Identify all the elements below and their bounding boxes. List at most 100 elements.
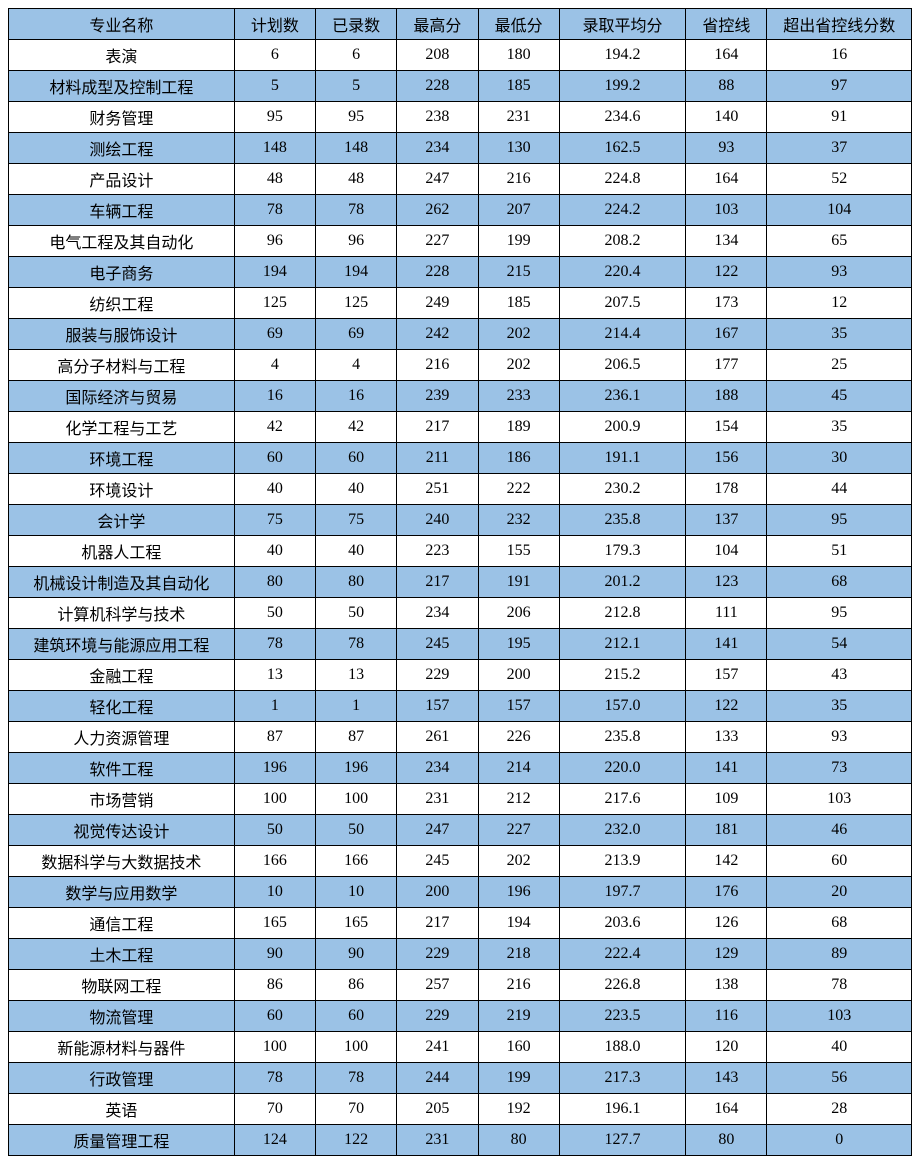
table-row: 机器人工程4040223155179.310451 bbox=[9, 536, 912, 567]
table-cell: 25 bbox=[767, 350, 912, 381]
table-cell: 148 bbox=[316, 133, 397, 164]
table-header: 专业名称 计划数 已录数 最高分 最低分 录取平均分 省控线 超出省控线分数 bbox=[9, 9, 912, 40]
table-cell: 238 bbox=[397, 102, 478, 133]
table-cell: 93 bbox=[767, 722, 912, 753]
table-cell: 127.7 bbox=[559, 1125, 685, 1156]
table-cell: 104 bbox=[767, 195, 912, 226]
header-row: 专业名称 计划数 已录数 最高分 最低分 录取平均分 省控线 超出省控线分数 bbox=[9, 9, 912, 40]
table-cell: 70 bbox=[234, 1094, 315, 1125]
table-cell: 人力资源管理 bbox=[9, 722, 235, 753]
table-cell: 50 bbox=[234, 815, 315, 846]
table-cell: 231 bbox=[397, 784, 478, 815]
table-row: 材料成型及控制工程55228185199.28897 bbox=[9, 71, 912, 102]
table-row: 轻化工程11157157157.012235 bbox=[9, 691, 912, 722]
table-cell: 新能源材料与器件 bbox=[9, 1032, 235, 1063]
table-cell: 211 bbox=[397, 443, 478, 474]
col-header-highest: 最高分 bbox=[397, 9, 478, 40]
table-cell: 213.9 bbox=[559, 846, 685, 877]
table-cell: 196 bbox=[234, 753, 315, 784]
table-row: 国际经济与贸易1616239233236.118845 bbox=[9, 381, 912, 412]
table-cell: 42 bbox=[316, 412, 397, 443]
table-cell: 217 bbox=[397, 412, 478, 443]
table-row: 土木工程9090229218222.412989 bbox=[9, 939, 912, 970]
table-cell: 35 bbox=[767, 319, 912, 350]
table-cell: 产品设计 bbox=[9, 164, 235, 195]
table-cell: 数据科学与大数据技术 bbox=[9, 846, 235, 877]
table-cell: 65 bbox=[767, 226, 912, 257]
table-cell: 216 bbox=[478, 970, 559, 1001]
table-cell: 205 bbox=[397, 1094, 478, 1125]
table-cell: 数学与应用数学 bbox=[9, 877, 235, 908]
table-cell: 35 bbox=[767, 412, 912, 443]
table-cell: 208 bbox=[397, 40, 478, 71]
table-cell: 123 bbox=[686, 567, 767, 598]
table-cell: 216 bbox=[397, 350, 478, 381]
table-cell: 通信工程 bbox=[9, 908, 235, 939]
admission-scores-table: 专业名称 计划数 已录数 最高分 最低分 录取平均分 省控线 超出省控线分数 表… bbox=[8, 8, 912, 1156]
table-row: 环境设计4040251222230.217844 bbox=[9, 474, 912, 505]
table-cell: 测绘工程 bbox=[9, 133, 235, 164]
table-cell: 200 bbox=[397, 877, 478, 908]
table-cell: 165 bbox=[316, 908, 397, 939]
table-row: 质量管理工程12412223180127.7800 bbox=[9, 1125, 912, 1156]
table-cell: 191.1 bbox=[559, 443, 685, 474]
table-cell: 行政管理 bbox=[9, 1063, 235, 1094]
table-row: 纺织工程125125249185207.517312 bbox=[9, 288, 912, 319]
table-cell: 251 bbox=[397, 474, 478, 505]
table-cell: 95 bbox=[767, 598, 912, 629]
table-cell: 242 bbox=[397, 319, 478, 350]
table-cell: 157 bbox=[686, 660, 767, 691]
table-cell: 245 bbox=[397, 629, 478, 660]
table-cell: 48 bbox=[316, 164, 397, 195]
table-cell: 13 bbox=[316, 660, 397, 691]
table-cell: 40 bbox=[234, 536, 315, 567]
table-cell: 1 bbox=[316, 691, 397, 722]
table-cell: 202 bbox=[478, 319, 559, 350]
table-cell: 217.3 bbox=[559, 1063, 685, 1094]
table-cell: 143 bbox=[686, 1063, 767, 1094]
table-cell: 60 bbox=[316, 443, 397, 474]
table-cell: 86 bbox=[234, 970, 315, 1001]
col-header-exceed: 超出省控线分数 bbox=[767, 9, 912, 40]
table-cell: 4 bbox=[234, 350, 315, 381]
table-cell: 环境工程 bbox=[9, 443, 235, 474]
table-cell: 服装与服饰设计 bbox=[9, 319, 235, 350]
table-cell: 227 bbox=[397, 226, 478, 257]
table-cell: 214 bbox=[478, 753, 559, 784]
table-cell: 93 bbox=[767, 257, 912, 288]
table-cell: 43 bbox=[767, 660, 912, 691]
table-cell: 178 bbox=[686, 474, 767, 505]
table-cell: 262 bbox=[397, 195, 478, 226]
table-cell: 257 bbox=[397, 970, 478, 1001]
table-cell: 96 bbox=[316, 226, 397, 257]
table-cell: 125 bbox=[316, 288, 397, 319]
table-cell: 高分子材料与工程 bbox=[9, 350, 235, 381]
table-cell: 40 bbox=[767, 1032, 912, 1063]
table-cell: 54 bbox=[767, 629, 912, 660]
table-cell: 87 bbox=[316, 722, 397, 753]
table-cell: 103 bbox=[686, 195, 767, 226]
table-cell: 160 bbox=[478, 1032, 559, 1063]
table-cell: 78 bbox=[316, 629, 397, 660]
table-cell: 148 bbox=[234, 133, 315, 164]
table-cell: 78 bbox=[234, 195, 315, 226]
table-cell: 234 bbox=[397, 133, 478, 164]
table-cell: 116 bbox=[686, 1001, 767, 1032]
table-cell: 125 bbox=[234, 288, 315, 319]
table-row: 电气工程及其自动化9696227199208.213465 bbox=[9, 226, 912, 257]
col-header-plan: 计划数 bbox=[234, 9, 315, 40]
table-cell: 物流管理 bbox=[9, 1001, 235, 1032]
table-cell: 70 bbox=[316, 1094, 397, 1125]
table-cell: 162.5 bbox=[559, 133, 685, 164]
table-cell: 200.9 bbox=[559, 412, 685, 443]
table-cell: 261 bbox=[397, 722, 478, 753]
table-row: 电子商务194194228215220.412293 bbox=[9, 257, 912, 288]
table-cell: 50 bbox=[234, 598, 315, 629]
table-row: 软件工程196196234214220.014173 bbox=[9, 753, 912, 784]
table-row: 金融工程1313229200215.215743 bbox=[9, 660, 912, 691]
table-cell: 40 bbox=[234, 474, 315, 505]
table-cell: 60 bbox=[767, 846, 912, 877]
table-cell: 223.5 bbox=[559, 1001, 685, 1032]
table-cell: 215.2 bbox=[559, 660, 685, 691]
table-cell: 229 bbox=[397, 1001, 478, 1032]
